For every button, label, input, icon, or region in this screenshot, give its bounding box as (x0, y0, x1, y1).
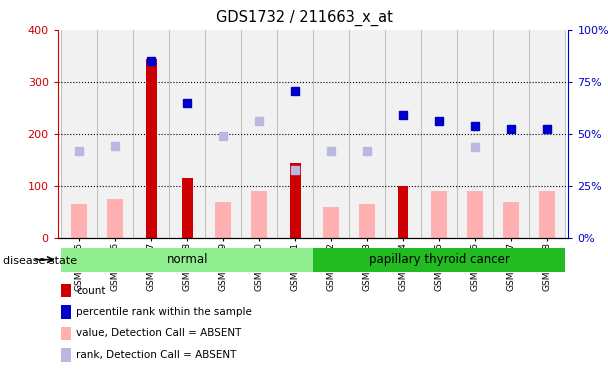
Bar (61, 248, 313, 272)
Text: rank, Detection Call = ABSENT: rank, Detection Call = ABSENT (76, 350, 237, 360)
Bar (97, 30, 133, 238)
Bar (61, 30, 97, 238)
Bar (290, 163, 300, 238)
Bar (133, 30, 169, 238)
Bar (529, 30, 565, 238)
Text: normal: normal (167, 253, 208, 266)
Bar (398, 186, 409, 238)
Bar (457, 30, 493, 238)
Bar (493, 30, 529, 238)
Bar (503, 202, 519, 238)
Bar (277, 30, 313, 238)
Bar (313, 30, 349, 238)
Bar (431, 191, 447, 238)
Bar (206, 30, 241, 238)
Text: GDS1732 / 211663_x_at: GDS1732 / 211663_x_at (216, 9, 392, 26)
Bar (385, 30, 421, 238)
Bar (467, 191, 483, 238)
Bar (169, 30, 206, 238)
Bar (313, 248, 565, 272)
Bar (251, 191, 268, 238)
Text: value, Detection Call = ABSENT: value, Detection Call = ABSENT (76, 328, 241, 338)
Text: percentile rank within the sample: percentile rank within the sample (76, 307, 252, 317)
Bar (323, 207, 339, 238)
Text: disease state: disease state (3, 256, 77, 266)
Bar (107, 199, 123, 238)
Text: papillary thyroid cancer: papillary thyroid cancer (368, 253, 510, 266)
Bar (215, 202, 231, 238)
Bar (539, 191, 555, 238)
Bar (146, 58, 157, 238)
Bar (359, 204, 375, 238)
Text: count: count (76, 286, 106, 296)
Bar (71, 204, 88, 238)
Bar (241, 30, 277, 238)
Bar (182, 178, 193, 238)
Bar (421, 30, 457, 238)
Bar (349, 30, 385, 238)
